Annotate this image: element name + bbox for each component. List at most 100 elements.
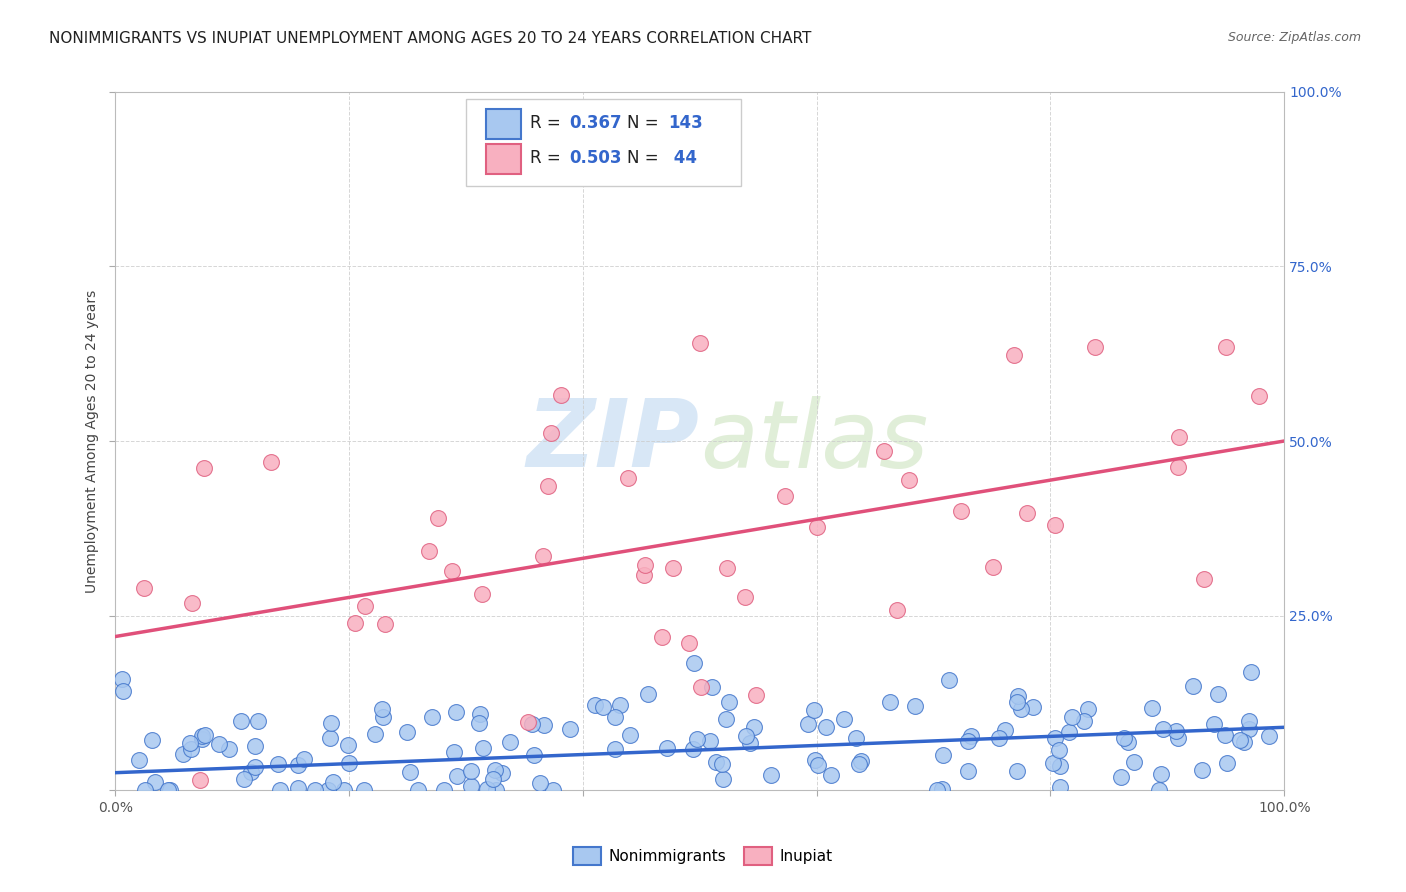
Point	[879, 695, 901, 709]
Point	[540, 426, 562, 441]
Bar	[486, 145, 522, 174]
Point	[406, 783, 429, 797]
Point	[260, 455, 283, 469]
Point	[537, 479, 560, 493]
Point	[267, 756, 290, 771]
Point	[460, 764, 482, 778]
Point	[745, 689, 768, 703]
Point	[475, 781, 498, 796]
Point	[333, 783, 356, 797]
Point	[1247, 389, 1270, 403]
Text: 44: 44	[668, 149, 697, 167]
Point	[246, 714, 269, 728]
Point	[1077, 702, 1099, 716]
Point	[484, 783, 506, 797]
Point	[134, 783, 156, 797]
Point	[806, 520, 828, 534]
Point	[820, 768, 842, 782]
Point	[734, 729, 756, 743]
Point	[157, 783, 180, 797]
Point	[803, 703, 825, 717]
Point	[1215, 756, 1237, 771]
Point	[1215, 340, 1237, 354]
Point	[773, 489, 796, 503]
Text: N =: N =	[627, 114, 664, 132]
Point	[1084, 340, 1107, 354]
Point	[845, 731, 868, 746]
Point	[418, 543, 440, 558]
Point	[1015, 506, 1038, 520]
Point	[188, 772, 211, 787]
Point	[956, 733, 979, 747]
Point	[927, 783, 949, 797]
Point	[738, 736, 761, 750]
Point	[218, 742, 240, 756]
Point	[353, 783, 375, 797]
Point	[1167, 460, 1189, 475]
Point	[716, 560, 738, 574]
Point	[637, 687, 659, 701]
Point	[191, 729, 214, 743]
Text: R =: R =	[530, 114, 567, 132]
Point	[950, 504, 973, 518]
Point	[145, 775, 167, 789]
Point	[761, 768, 783, 782]
Point	[1111, 770, 1133, 784]
Point	[194, 728, 217, 742]
Point	[533, 717, 555, 731]
Point	[172, 747, 194, 761]
Point	[321, 715, 343, 730]
Point	[444, 705, 467, 719]
Text: Source: ZipAtlas.com: Source: ZipAtlas.com	[1227, 31, 1361, 45]
Point	[471, 741, 494, 756]
Point	[711, 772, 734, 786]
Point	[141, 733, 163, 747]
Point	[239, 765, 262, 780]
Point	[1060, 710, 1083, 724]
Point	[304, 783, 326, 797]
Point	[159, 783, 181, 797]
Point	[932, 747, 955, 762]
Point	[657, 741, 679, 756]
Point	[398, 765, 420, 780]
Point	[716, 712, 738, 726]
Point	[1233, 735, 1256, 749]
Point	[193, 460, 215, 475]
Point	[1123, 756, 1146, 770]
Point	[523, 747, 546, 762]
Point	[1043, 731, 1066, 745]
Point	[1116, 735, 1139, 749]
Point	[337, 756, 360, 771]
Point	[1073, 714, 1095, 728]
Point	[336, 739, 359, 753]
Point	[1152, 723, 1174, 737]
Point	[1237, 714, 1260, 728]
Point	[529, 775, 551, 789]
Point	[287, 758, 309, 772]
Point	[651, 630, 673, 644]
Point	[804, 753, 827, 767]
Point	[208, 737, 231, 751]
Point	[499, 735, 522, 749]
Point	[443, 745, 465, 759]
Point	[269, 783, 291, 797]
Point	[1181, 679, 1204, 693]
Point	[1010, 701, 1032, 715]
Point	[1258, 729, 1281, 743]
Point	[633, 568, 655, 582]
Text: R =: R =	[530, 149, 567, 167]
Point	[849, 754, 872, 768]
Point	[1202, 717, 1225, 731]
Point	[1142, 701, 1164, 715]
Point	[395, 724, 418, 739]
Point	[111, 672, 134, 686]
Point	[987, 731, 1010, 746]
Point	[797, 716, 820, 731]
Point	[634, 558, 657, 572]
Bar	[486, 110, 522, 138]
Point	[318, 731, 340, 745]
Point	[1002, 348, 1025, 362]
Text: 143: 143	[668, 114, 703, 132]
Point	[353, 599, 375, 614]
Point	[682, 741, 704, 756]
